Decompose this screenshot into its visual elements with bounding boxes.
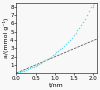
Point — [44, 60, 46, 61]
Point — [25, 69, 27, 71]
Y-axis label: a/(mmol g⁻¹): a/(mmol g⁻¹) — [3, 18, 9, 58]
Point — [21, 71, 23, 72]
Point — [20, 71, 21, 73]
Point — [35, 65, 36, 66]
Point — [88, 11, 90, 12]
Point — [61, 47, 63, 48]
Point — [33, 66, 34, 67]
Point — [75, 32, 76, 34]
Point — [94, 1, 96, 2]
Point — [65, 43, 67, 45]
Point — [48, 57, 50, 59]
Point — [86, 14, 88, 16]
Point — [42, 61, 44, 62]
Point — [23, 70, 25, 71]
Point — [60, 49, 61, 50]
X-axis label: t/nm: t/nm — [49, 82, 64, 87]
Point — [52, 55, 54, 56]
Point — [80, 24, 82, 26]
Point — [54, 53, 55, 55]
Point — [71, 37, 72, 38]
Point — [79, 27, 80, 28]
Point — [77, 30, 78, 31]
Point — [84, 18, 86, 19]
Point — [58, 50, 59, 52]
Point — [50, 56, 52, 57]
Point — [90, 7, 92, 8]
Point — [37, 64, 38, 65]
Point — [38, 63, 40, 64]
Point — [92, 6, 94, 8]
Point — [40, 62, 42, 63]
Point — [27, 68, 29, 70]
Point — [31, 67, 32, 68]
Point — [63, 45, 65, 47]
Point — [29, 68, 31, 69]
Point — [73, 35, 74, 36]
Point — [56, 52, 57, 53]
Point — [18, 72, 19, 73]
Point — [93, 3, 95, 4]
Point — [46, 58, 48, 60]
Point — [93, 4, 94, 6]
Point — [82, 21, 84, 22]
Point — [67, 41, 69, 43]
Point — [69, 39, 71, 41]
